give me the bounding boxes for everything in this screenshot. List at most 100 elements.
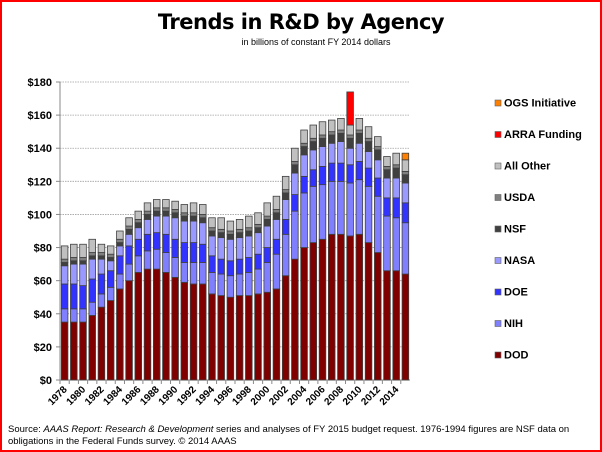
bar-segment-doe <box>97 273 106 295</box>
bar-segment-usda <box>272 209 281 214</box>
bar-segment-nasa <box>143 219 152 235</box>
bar-segment-dod <box>374 252 382 381</box>
bar-segment-all-other <box>125 217 133 227</box>
bar-segment-all-other <box>272 195 281 210</box>
bar-segment-usda <box>364 137 373 143</box>
bar-segment-nasa <box>60 265 69 285</box>
legend-swatch <box>494 257 502 264</box>
bar-segment-nsf <box>383 169 391 179</box>
bar-segment-nsf <box>60 262 69 267</box>
bar-segment-all-other <box>245 215 253 229</box>
bar-segment-usda <box>143 210 152 215</box>
bar-segment-usda <box>189 212 198 217</box>
bar-segment-nasa <box>374 159 382 179</box>
bar-segment-nih <box>180 262 189 283</box>
bar-segment-all-other <box>364 126 373 139</box>
bar-segment-all-other <box>401 159 410 172</box>
bar-segment-nih <box>199 262 207 285</box>
bar-segment-dod <box>245 295 253 381</box>
bar-segment-usda <box>199 214 207 219</box>
bar-segment-usda <box>162 207 170 212</box>
legend-item-usda: USDA <box>494 192 535 204</box>
bar-segment-nasa <box>254 232 262 255</box>
source-text: series and analyses of FY 2015 budget re… <box>8 424 570 447</box>
bar-segment-nih <box>60 308 69 323</box>
bar-segment-nasa <box>79 263 87 287</box>
bar-segment-nasa <box>70 263 78 285</box>
bar-segment-all-other <box>217 217 225 230</box>
bar-segment-nasa <box>392 177 400 199</box>
bar-segment-nasa <box>180 220 189 243</box>
bar-segment-usda <box>374 146 382 151</box>
bar-segment-all-other <box>235 219 244 230</box>
bar-segment-nasa <box>208 235 216 257</box>
bar-segment-nasa <box>327 142 336 164</box>
bar-segment-doe <box>309 169 318 187</box>
bar-segment-all-other <box>337 118 345 131</box>
bar-segment-nsf <box>208 230 216 237</box>
bars <box>60 91 410 381</box>
bar-segment-nih <box>88 301 96 316</box>
bar-segment-nih <box>392 217 400 272</box>
bar-segment-nsf <box>152 210 161 217</box>
x-tick-label: 1978 <box>46 384 70 408</box>
bar-segment-usda <box>254 223 262 229</box>
bar-segment-nsf <box>134 222 143 229</box>
bar-segment-all-other <box>355 118 364 131</box>
bar-segment-nsf <box>401 174 410 184</box>
bar-segment-all-other <box>291 147 299 162</box>
x-tick-label: 2000 <box>249 384 273 408</box>
bar-segment-nasa <box>364 151 373 169</box>
bar-segment-nasa <box>162 215 170 235</box>
bar-segment-all-other <box>189 202 198 214</box>
chart-title: Trends in R&D by Agency <box>157 10 445 34</box>
bar-segment-dod <box>355 233 364 381</box>
bar-segment-doe <box>180 242 189 263</box>
bar-segment-usda <box>392 164 400 169</box>
bar-segment-doe <box>88 278 96 303</box>
legend-label: NIH <box>504 318 523 330</box>
bar-segment-dod <box>401 273 410 381</box>
legend-item-arra-funding: ARRA Funding <box>494 129 582 141</box>
bar-segment-usda <box>70 257 78 262</box>
bar-segment-all-other <box>346 124 354 136</box>
bar-segment-nih <box>346 182 354 237</box>
bar-segment-nih <box>374 195 382 253</box>
bar-segment-nih <box>171 257 179 278</box>
x-tick-label: 2006 <box>304 384 328 408</box>
bar-segment-usda <box>97 252 106 257</box>
legend-swatch <box>494 162 502 170</box>
bar-segment-dod <box>70 321 78 381</box>
bar-segment-dod <box>199 283 207 381</box>
y-axis-ticks: $0 $20 $40 $60 $80 $100 $120 $140 $160 $180 <box>28 77 52 387</box>
bar-segment-dod <box>309 242 318 381</box>
y-tick-label: $180 <box>28 77 52 89</box>
bar-segment-nasa <box>281 199 290 220</box>
bar-segment-dod <box>152 268 161 381</box>
bar-segment-ogs-initiative <box>401 152 410 161</box>
bar-segment-arra-funding <box>346 91 354 126</box>
bar-segment-dod <box>116 288 124 381</box>
bar-segment-doe <box>263 247 271 263</box>
bar-segment-dod <box>364 242 373 381</box>
bar-segment-nsf <box>272 212 281 220</box>
bar-segment-doe <box>171 238 179 258</box>
bar-segment-nasa <box>226 238 235 262</box>
bar-segment-nasa <box>217 237 225 260</box>
bar-segment-dod <box>171 276 179 381</box>
bar-segment-usda <box>327 131 336 136</box>
x-tick-label: 2014 <box>378 384 402 408</box>
bar-segment-usda <box>226 230 235 235</box>
bar-segment-nih <box>355 179 364 235</box>
x-tick-label: 1988 <box>138 384 162 408</box>
legend-label: DOE <box>504 287 528 299</box>
bar-segment-nih <box>327 180 336 235</box>
bar-segment-dod <box>217 295 225 381</box>
bar-segment-nsf <box>88 255 96 260</box>
bar-segment-nih <box>364 185 373 243</box>
bar-segment-nsf <box>226 233 235 240</box>
x-tick-label: 1990 <box>157 384 181 408</box>
bar-segment-dod <box>189 283 198 381</box>
bar-segment-doe <box>300 175 308 194</box>
bar-segment-usda <box>180 212 189 217</box>
